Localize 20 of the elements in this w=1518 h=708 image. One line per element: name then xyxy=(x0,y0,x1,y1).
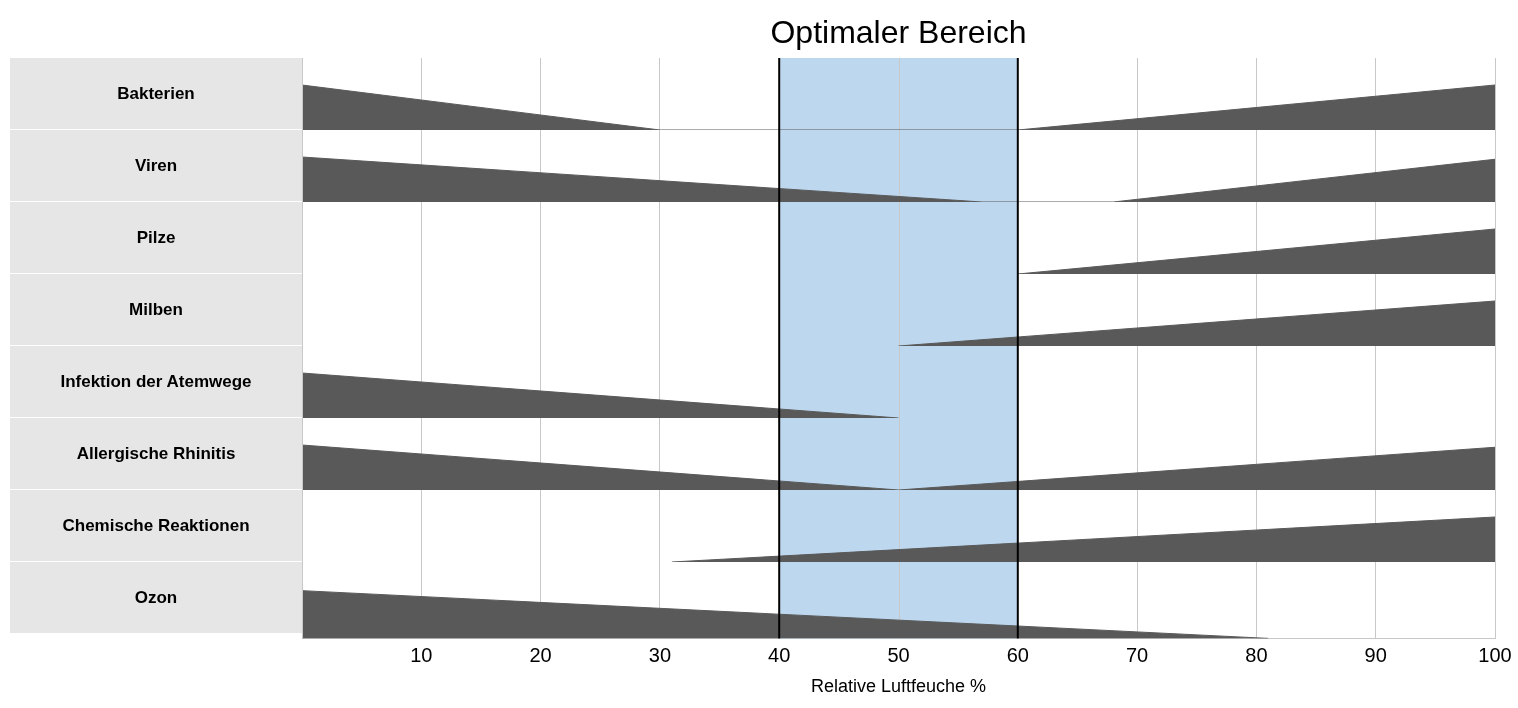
x-tick-label: 10 xyxy=(410,643,433,666)
y-axis-title: Infektion der Atemwege xyxy=(10,346,302,418)
y-axis-title: Chemische Reaktionen xyxy=(10,490,302,562)
y-axis-title: Pilze xyxy=(10,202,302,274)
x-tick-label: 20 xyxy=(529,643,552,666)
y-axis-title: Milben xyxy=(10,274,302,346)
x-tick-label: 90 xyxy=(1364,643,1387,666)
x-tick-label: 100 xyxy=(1478,643,1512,666)
x-tick-label: 60 xyxy=(1006,643,1029,666)
x-tick-label: 80 xyxy=(1245,643,1268,666)
x-tick-label: 30 xyxy=(648,643,672,666)
y-axis-title: Ozon xyxy=(10,562,302,634)
band-label: Optimaler Bereich xyxy=(770,13,1027,50)
x-tick-label: 70 xyxy=(1125,643,1149,666)
y-axis-title: Viren xyxy=(10,130,302,202)
x-tick-label: 50 xyxy=(887,643,910,666)
y-axis-title: Bakterien xyxy=(10,58,302,130)
x-tick-label: 40 xyxy=(768,643,791,666)
y-axis-title: Allergische Rhinitis xyxy=(10,418,302,490)
x-axis-title: Relative Luftfeuche % xyxy=(810,676,987,697)
